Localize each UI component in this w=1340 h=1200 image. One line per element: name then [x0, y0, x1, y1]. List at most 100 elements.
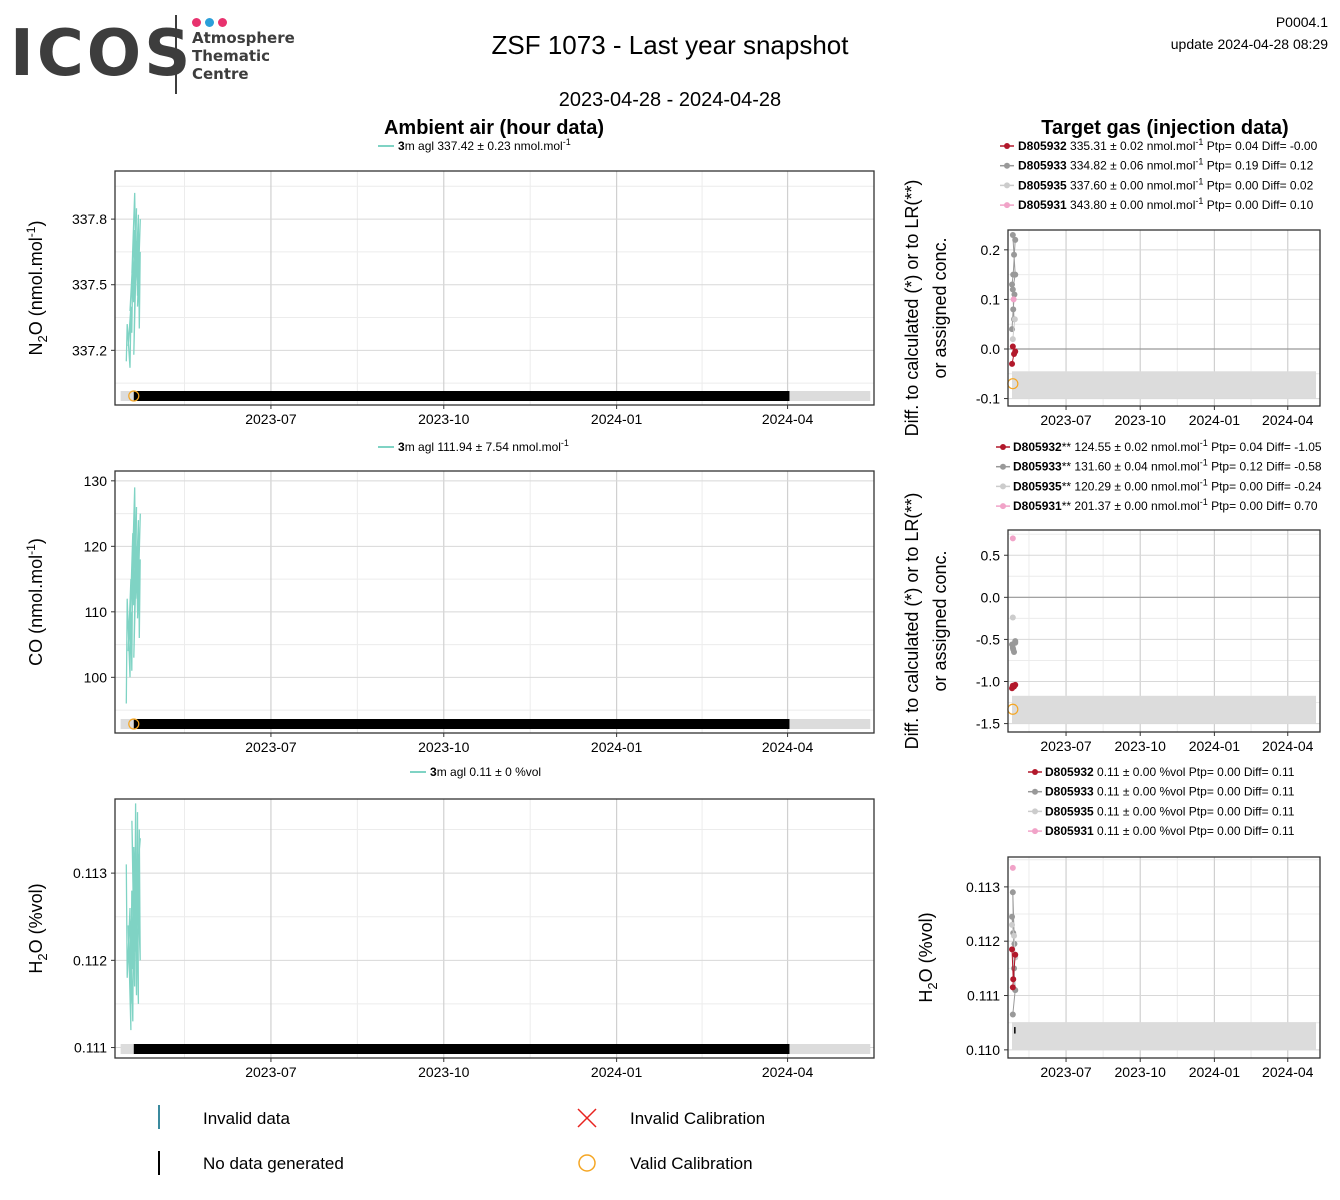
legend-swatch-point [1004, 182, 1010, 189]
no-data-legend-label: No data generated [203, 1154, 344, 1173]
target-point [1009, 535, 1016, 542]
target-point [1009, 281, 1016, 288]
target-point [1012, 638, 1019, 645]
x-tick-label: 2024-04 [762, 411, 814, 427]
cylinder-id: D805935 [1045, 804, 1094, 818]
target-point [1009, 360, 1016, 367]
target-point [1012, 271, 1019, 278]
ylabel-sub: 2 [35, 953, 50, 960]
y-tick-label: 0.113 [966, 879, 1000, 895]
target-point [1009, 1011, 1016, 1018]
target-point [1011, 316, 1018, 323]
invalid-calibration-icon [577, 1108, 597, 1128]
target-point [1012, 348, 1019, 355]
legend-row-label: D805935 0.11 ± 0.00 %vol Ptp= 0.00 Diff=… [1045, 804, 1295, 818]
target-point [1012, 236, 1019, 243]
x-tick-label: 2023-10 [1115, 412, 1167, 428]
y-tick-label: -1.0 [976, 674, 1000, 690]
cylinder-stats: 0.11 ± 0.00 %vol Ptp= 0.00 Diff= 0.11 [1094, 804, 1295, 818]
target-point [1009, 921, 1016, 928]
y-tick-label: 120 [84, 538, 108, 554]
ambient-n2o-chart: 2023-07 2023-10 2024-01 2024-04337.2337.533… [24, 137, 875, 427]
plot-panel [115, 171, 874, 405]
legend-label: 3m agl 337.42 ± 0.23 nmol.mol-1 [398, 137, 571, 153]
plot-panel [115, 799, 874, 1058]
cylinder-id: D805932 [1045, 765, 1094, 779]
logo-sub-line-2: Thematic [192, 47, 271, 65]
ambient-series-line [125, 487, 141, 704]
y-axis-title-line-2: or assigned conc. [930, 550, 950, 691]
legend-stats: m agl 0.11 ± 0 %vol [437, 765, 541, 779]
target-n2o-chart: 2023-07 2023-10 2024-01 2024-04 -0.1 0.0 0.1 0.… [902, 137, 1321, 436]
x-tick-label: 2024-01 [1189, 738, 1241, 754]
y-axis-title-line-2: or assigned conc. [930, 237, 950, 378]
y-axis-title: H2O (%vol) [916, 912, 940, 1002]
legend-row-label: D805933 0.11 ± 0.00 %vol Ptp= 0.00 Diff=… [1045, 785, 1295, 799]
ylabel-rest: O (nmol.mol [26, 237, 46, 335]
cylinder-id: D805931 [1018, 198, 1067, 212]
y-tick-label: 337.8 [72, 211, 107, 227]
cylinder-tail: Ptp= 0.04 Diff= -1.05 [1208, 440, 1322, 454]
target-series-line [1011, 949, 1016, 988]
ylabel-sup: -1 [24, 544, 38, 555]
ylabel-sup: -1 [24, 226, 38, 237]
legend-stats: m agl 111.94 ± 7.54 nmol.mol [405, 440, 561, 454]
y-tick-label: 0.111 [967, 988, 1000, 1004]
cylinder-suffix: ** [1062, 479, 1072, 493]
ambient-section-title: Ambient air (hour data) [383, 117, 604, 139]
x-tick-label: 2023-07 [245, 739, 297, 755]
legend-row-label: D805933** 131.60 ± 0.04 nmol.mol-1 Ptp= … [1013, 458, 1322, 474]
y-tick-label: 0.1 [981, 291, 1001, 307]
legend-row-label: D805935 337.60 ± 0.00 nmol.mol-1 Ptp= 0.… [1018, 176, 1314, 192]
cylinder-stats: 0.11 ± 0.00 %vol Ptp= 0.00 Diff= 0.11 [1094, 785, 1295, 799]
x-tick-label: 2023-10 [418, 1064, 470, 1080]
x-tick-label: 2024-04 [1262, 738, 1314, 754]
no-data-legend-icon [158, 1151, 160, 1175]
target-point [1011, 251, 1018, 258]
x-tick-label: 2024-01 [591, 1064, 643, 1080]
legend-swatch-point [1032, 808, 1038, 815]
cylinder-stats: 334.82 ± 0.06 nmol.mol [1067, 159, 1196, 173]
valid-calibration-icon [578, 1154, 596, 1172]
cylinder-tail: Ptp= 0.00 Diff= 0.02 [1203, 178, 1313, 192]
y-tick-label: 0.110 [966, 1042, 1000, 1058]
unit-sup: -1 [1200, 497, 1208, 507]
target-point [1010, 976, 1017, 983]
cylinder-suffix: ** [1062, 460, 1072, 474]
x-tick-label: 2023-10 [1115, 1064, 1167, 1080]
invalid-calibration-label: Invalid Calibration [630, 1109, 766, 1128]
legend-row-label: D805931 0.11 ± 0.00 %vol Ptp= 0.00 Diff=… [1045, 824, 1295, 838]
logo-dots [192, 14, 231, 32]
cylinder-id: D805933 [1018, 159, 1067, 173]
calibration-marker [128, 718, 140, 730]
ylabel-main: H [26, 961, 46, 974]
legend-height: 3 [398, 440, 405, 454]
legend-row-label: D805933 334.82 ± 0.06 nmol.mol-1 Ptp= 0.… [1018, 157, 1314, 173]
unit-sup: -1 [1195, 137, 1203, 147]
x-tick-label: 2024-04 [1262, 412, 1314, 428]
plot-border [114, 170, 875, 406]
cylinder-id: D805935 [1018, 178, 1067, 192]
invalid-data-legend-icon [158, 1105, 160, 1129]
cylinder-id: D805935 [1013, 479, 1062, 493]
logo-sub-line-1: Atmosphere [192, 29, 295, 47]
x-tick-label: 2023-07 [1040, 1064, 1092, 1080]
x-tick-label: 2024-04 [1262, 1064, 1314, 1080]
ylabel-main: H [916, 990, 936, 1003]
cylinder-tail: Ptp= 0.00 Diff= 0.70 [1208, 499, 1318, 513]
unit-sup: -1 [1200, 477, 1208, 487]
ambient-h2o-chart: 2023-07 2023-10 2024-01 2024-04 0.111 0.112 0.… [26, 765, 875, 1080]
x-tick-label: 2024-01 [1189, 412, 1241, 428]
target-point [1010, 306, 1017, 313]
logo-dot-3 [218, 18, 227, 27]
legend-swatch-point [1000, 483, 1006, 490]
target-h2o-chart: 2023-07 2023-10 2024-01 2024-04 0.110 0.111 0.… [916, 765, 1321, 1080]
legend-row-label: D805932 335.31 ± 0.02 nmol.mol-1 Ptp= 0.… [1018, 137, 1318, 153]
y-tick-label: 110 [85, 604, 108, 620]
no-data-bar [133, 719, 790, 729]
ylabel-main: CO (nmol.mol [26, 555, 46, 666]
target-point [1009, 336, 1016, 343]
y-axis-title: N2O (nmol.mol-1) [24, 221, 50, 356]
legend-swatch-point [1004, 162, 1010, 169]
y-tick-label: 0.0 [981, 589, 1001, 605]
